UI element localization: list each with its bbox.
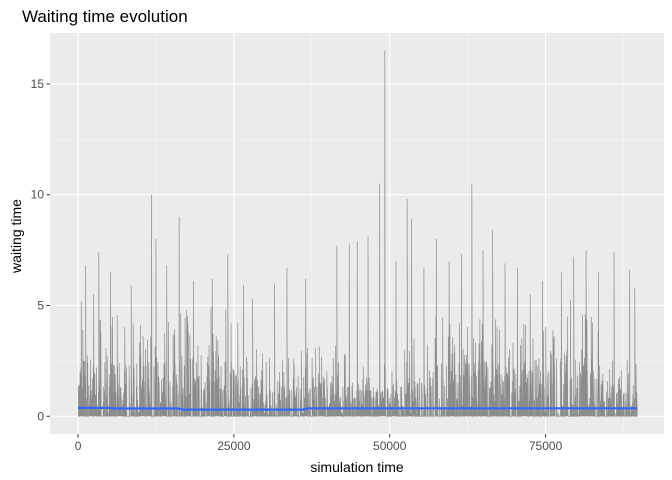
waiting-time-series [78,50,638,418]
chart-title: Waiting time evolution [22,7,188,26]
y-tick-label: 5 [37,299,44,313]
smooth-trend-line [78,406,638,411]
y-tick-label: 0 [37,409,44,423]
x-tick-label: 75000 [529,439,563,453]
x-axis-title: simulation time [310,459,404,475]
x-tick-label: 50000 [373,439,407,453]
y-tick-label: 15 [31,77,45,91]
y-tick-label: 10 [31,188,45,202]
x-axis-ticks: 0 25000 50000 75000 [75,434,563,453]
x-tick-label: 25000 [217,439,251,453]
y-axis-title: waiting time [8,199,24,274]
smooth-trend-series [78,406,638,411]
y-axis-ticks: 0 5 10 15 [31,77,50,423]
x-tick-label: 0 [75,439,82,453]
waiting-time-line [78,50,638,418]
